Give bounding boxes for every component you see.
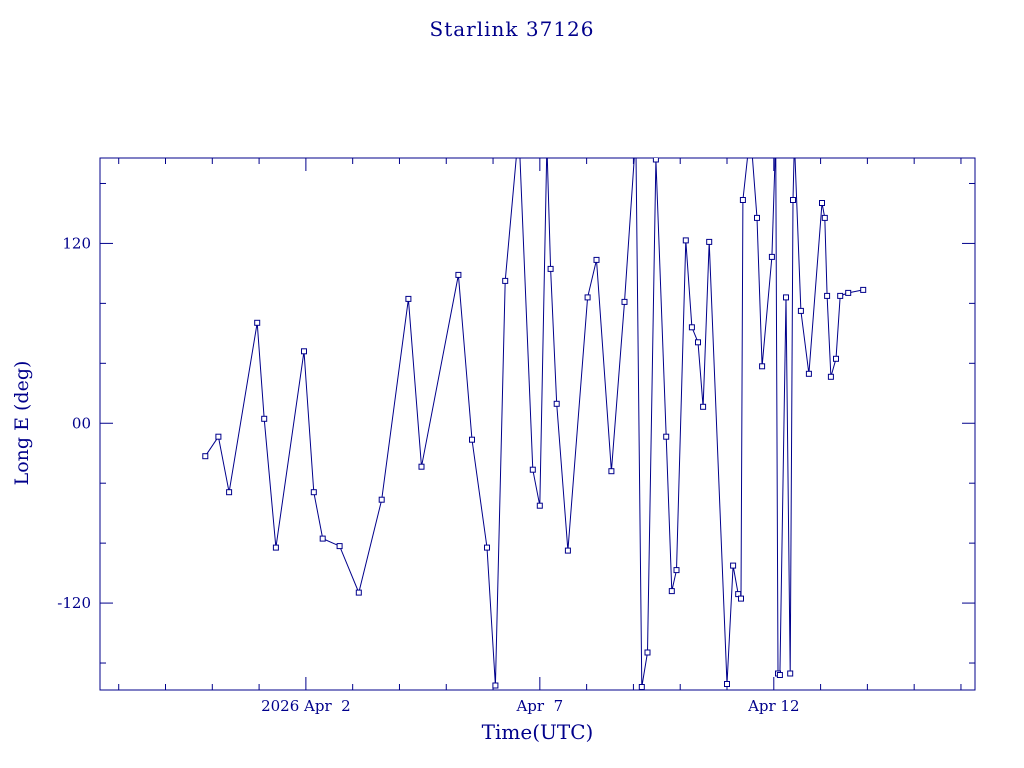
data-point-marker: [272, 544, 279, 551]
data-point-marker: [738, 595, 744, 602]
data-point-marker: [484, 544, 490, 551]
x-axis-label: Time(UTC): [481, 720, 594, 744]
series-line: [204, 158, 864, 688]
data-point-marker: [405, 295, 412, 302]
data-point-marker: [553, 400, 560, 407]
data-point-marker: [724, 681, 730, 687]
data-point-marker: [593, 256, 600, 263]
data-point-marker: [301, 348, 307, 355]
data-point-marker: [621, 298, 628, 305]
data-point-marker: [378, 496, 385, 503]
data-point-marker: [673, 567, 680, 574]
data-point-marker: [529, 466, 536, 473]
data-point-marker: [821, 214, 828, 221]
data-point-marker: [638, 684, 645, 690]
data-point-marker: [215, 433, 222, 440]
data-point-marker: [319, 535, 326, 542]
data-point-marker: [827, 373, 834, 380]
data-point-marker: [502, 277, 509, 284]
data-point-marker: [695, 339, 701, 346]
data-point-marker: [547, 265, 554, 272]
y-tick-label: 120: [62, 234, 91, 252]
data-point-marker: [768, 253, 775, 260]
x-tick-label: Apr 12: [747, 697, 799, 715]
data-point-marker: [860, 286, 867, 293]
data-point-marker: [254, 319, 261, 326]
data-point-marker: [355, 589, 362, 596]
data-point-marker: [336, 543, 343, 550]
data-point-marker: [730, 562, 737, 569]
data-point-marker: [706, 238, 713, 245]
data-point-marker: [455, 271, 462, 278]
data-point-marker: [310, 489, 317, 496]
data-point-marker: [536, 502, 543, 509]
data-point-marker: [652, 158, 659, 163]
data-point-marker: [688, 324, 695, 331]
y-tick-label: -120: [57, 594, 91, 612]
data-point-marker: [608, 468, 615, 475]
data-point-marker: [584, 294, 591, 301]
data-point-marker: [819, 200, 825, 206]
data-point-marker: [202, 453, 209, 460]
y-tick-label: 00: [72, 414, 91, 432]
data-point-marker: [845, 289, 852, 296]
data-point-marker: [261, 415, 268, 422]
data-point-marker: [797, 307, 804, 314]
data-point-marker: [564, 547, 571, 554]
data-point-marker: [759, 363, 766, 370]
data-point-marker: [226, 489, 233, 496]
chart-title: Starlink 37126: [429, 17, 595, 41]
data-point-marker: [700, 403, 707, 410]
data-point-marker: [754, 214, 760, 221]
data-point-marker: [783, 294, 789, 301]
plot-frame: [99, 157, 976, 691]
data-point-marker: [805, 370, 812, 377]
data-point-marker: [776, 672, 783, 678]
series-group: [202, 158, 867, 690]
data-point-marker: [824, 292, 831, 299]
data-point-marker: [668, 588, 675, 595]
data-point-marker: [469, 436, 475, 443]
data-point-marker: [682, 237, 689, 244]
x-tick-label: 2026 Apr 2: [261, 697, 351, 715]
data-point-marker: [418, 463, 425, 470]
data-point-marker: [663, 433, 670, 440]
data-point-marker: [787, 670, 794, 677]
data-point-marker: [833, 355, 839, 362]
x-tick-label: Apr 7: [515, 697, 563, 715]
data-point-marker: [492, 682, 499, 689]
data-point-marker: [644, 649, 651, 656]
data-point-marker: [790, 197, 796, 203]
data-point-marker: [739, 197, 746, 203]
data-point-marker: [837, 292, 844, 299]
